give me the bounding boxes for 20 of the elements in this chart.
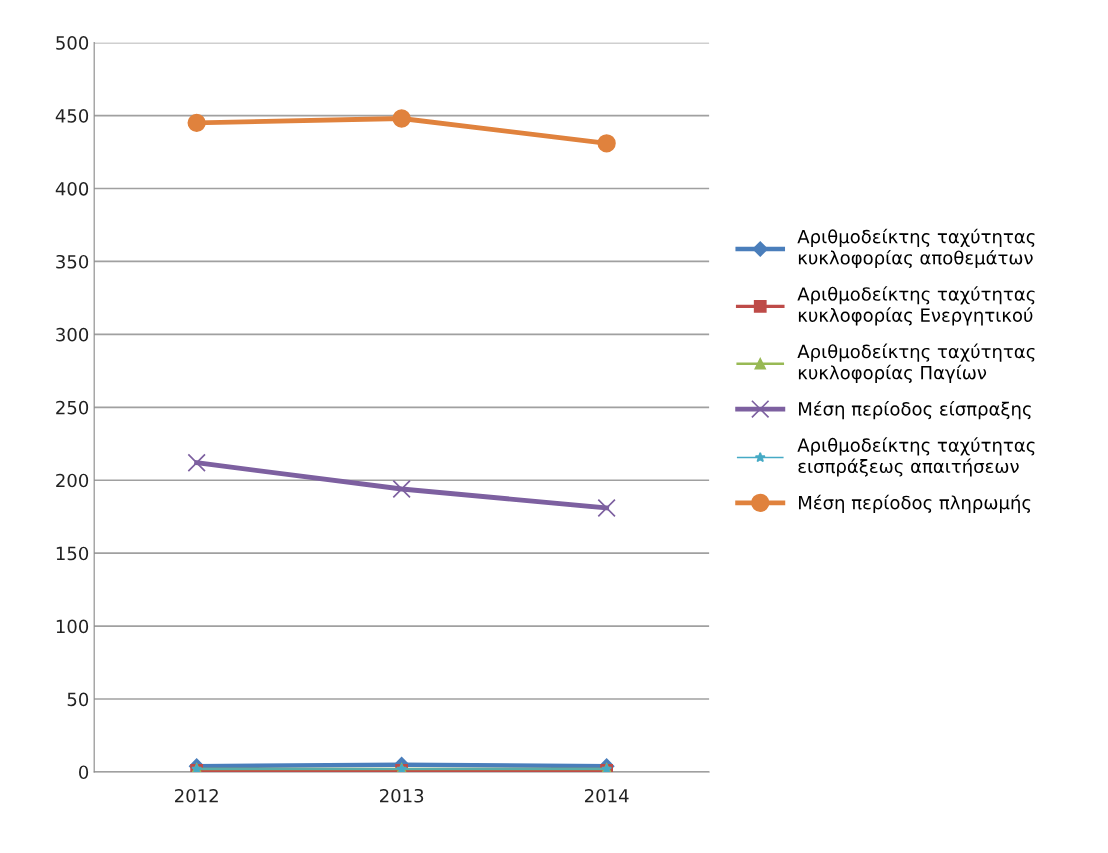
legend-label: Μέση περίοδος πληρωμής (799, 494, 1031, 513)
legend-label: Μέση περίοδος είσπραξης (799, 400, 1031, 420)
x-tick-label: 2014 (584, 788, 629, 803)
y-tick-label: 150 (56, 546, 89, 561)
y-tick-label: 450 (55, 109, 89, 123)
y-tick-label: 50 (67, 692, 89, 707)
y-tick-label: 300 (56, 327, 89, 342)
legend-label: Αριθμοδείκτης ταχύτητας εισπράξεως απαιτήσεων (797, 437, 1035, 477)
y-tick-label: 250 (56, 400, 89, 415)
y-tick-label: 0 (79, 765, 89, 780)
y-tick-label: 350 (56, 254, 89, 269)
legend-label: Αριθμοδείκτης ταχύτητας κυκλοφορίας Ενεργητικού (797, 286, 1035, 326)
x-tick-label: 2012 (175, 788, 218, 803)
x-tick-label: 2013 (380, 788, 424, 803)
y-tick-label: 100 (56, 619, 89, 634)
y-tick-label: 400 (55, 181, 89, 196)
legend-label: Αριθμοδείκτης ταχύτητας κυκλοφορίας Παγίων (797, 343, 1035, 383)
legend-label: Αριθμοδείκτης ταχύτητας κυκλοφορίας αποθεμάτων (797, 228, 1035, 269)
y-tick-label: 500 (56, 36, 89, 50)
y-tick-label: 200 (56, 473, 89, 488)
